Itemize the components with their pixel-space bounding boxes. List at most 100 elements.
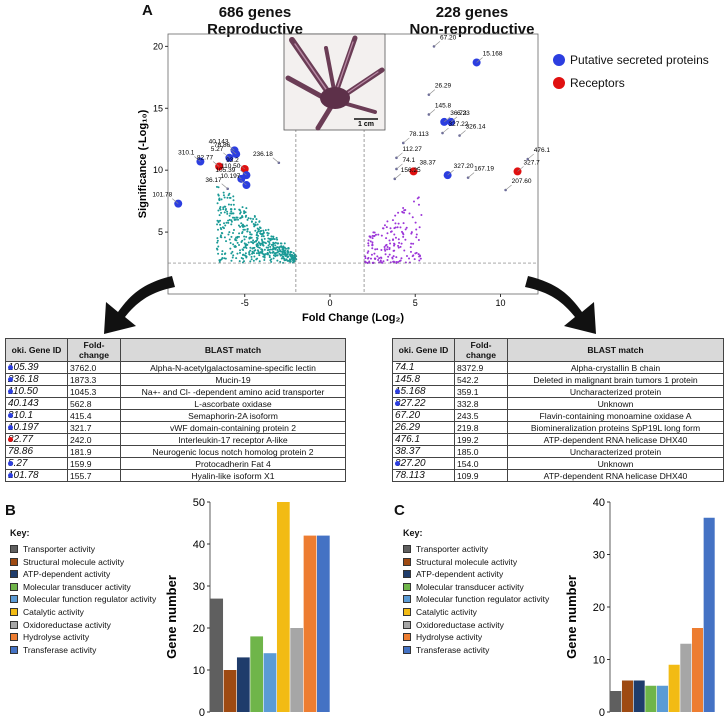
background-point — [262, 235, 265, 238]
background-point — [410, 242, 413, 245]
label-leader — [221, 183, 228, 189]
background-point — [409, 250, 412, 253]
label-leader — [433, 41, 441, 47]
background-point — [270, 243, 273, 246]
background-point — [383, 224, 386, 227]
background-point — [266, 249, 269, 252]
background-point — [242, 224, 245, 227]
background-point — [245, 214, 248, 217]
bar-5 — [276, 502, 290, 712]
background-point — [284, 254, 287, 257]
label-leader — [428, 89, 436, 95]
background-point — [377, 258, 380, 261]
bar-chart-c: 0 10 20 30 40 Gene number — [564, 497, 715, 719]
background-point — [383, 248, 386, 251]
background-point — [230, 220, 233, 223]
bar-0 — [210, 598, 224, 712]
background-point — [366, 262, 369, 265]
key-label: Catalytic activity — [23, 607, 84, 617]
background-point — [234, 245, 237, 248]
key-label: Molecular transducer activity — [23, 581, 131, 592]
category-dot — [8, 461, 13, 466]
key-label: ATP-dependent activity — [416, 569, 504, 580]
background-point — [369, 257, 372, 260]
key-label: Structural molecule activity — [416, 556, 518, 567]
label-leader — [517, 166, 524, 172]
blast-match-cell: Na+- and Cl- -dependent amino acid trans… — [120, 385, 346, 398]
background-point — [219, 234, 222, 237]
background-point — [273, 238, 276, 241]
table-row: 105.39 3762.0 Alpha-N-acetylgalactosamine-… — [5, 361, 346, 374]
label-leader — [467, 172, 475, 178]
table-row: 10.197 321.7 vWF domain-containing protein… — [5, 421, 346, 434]
volcano-plot: -5 0 5 10 5 10 15 20 Fold Change (Log₂) Significa… — [137, 33, 550, 324]
background-point — [225, 221, 228, 224]
background-point — [233, 218, 236, 221]
background-point — [255, 258, 258, 261]
background-point — [223, 236, 226, 239]
background-point — [372, 231, 375, 234]
background-point — [376, 248, 379, 251]
fold-change-cell: 542.2 — [454, 373, 508, 386]
background-point — [255, 236, 258, 239]
x-tick-label: 0 — [327, 298, 332, 308]
key-swatch — [403, 608, 411, 616]
key-label: ATP-dependent activity — [23, 569, 111, 580]
x-tick-label: 10 — [495, 298, 505, 308]
background-point — [247, 217, 250, 220]
background-point — [395, 260, 398, 263]
background-point — [267, 244, 270, 247]
background-point — [227, 221, 230, 224]
background-point — [230, 223, 233, 226]
key-label: Oxidoreductase activity — [23, 619, 111, 630]
background-point — [261, 239, 264, 242]
table-row: 40.143 562.8 L-ascorbate oxidase — [5, 397, 346, 410]
category-dot — [395, 461, 400, 466]
background-point — [228, 231, 231, 234]
scale-bar-label: 1 cm — [358, 121, 374, 128]
background-point — [389, 227, 392, 230]
background-point — [402, 222, 405, 225]
background-point — [280, 257, 283, 260]
point-label: 156.25 — [401, 167, 421, 174]
label-leader — [240, 169, 247, 176]
fold-change-cell: 332.8 — [454, 397, 508, 410]
background-point — [418, 254, 421, 257]
point-label: 207.60 — [512, 178, 532, 185]
background-point — [364, 255, 367, 258]
reproductive-count: 686 genes — [218, 4, 292, 21]
panel-b-letter: B — [5, 502, 16, 519]
background-point — [403, 211, 406, 214]
background-point — [238, 260, 241, 263]
background-point — [394, 214, 397, 217]
y-tick-label: 15 — [153, 103, 163, 113]
background-point — [397, 261, 400, 264]
background-point — [381, 261, 384, 264]
background-point — [386, 246, 389, 249]
background-point — [290, 251, 293, 254]
key-item: ATP-dependent activity — [403, 569, 503, 579]
background-point — [263, 237, 266, 240]
table-row: 78.86 181.9 Neurogenic locus notch homolog… — [5, 445, 346, 458]
bar-1 — [223, 670, 237, 712]
label-leader — [238, 163, 245, 170]
blast-match-cell: vWF domain-containing protein 2 — [120, 421, 346, 434]
background-point — [219, 227, 222, 230]
fold-change-cell: 159.9 — [67, 457, 121, 470]
blast-match-cell: Deleted in malignant brain tumors 1 prot… — [507, 373, 724, 386]
background-point — [397, 222, 400, 225]
blast-match-cell: Mucin-19 — [120, 373, 346, 386]
background-point — [279, 254, 282, 257]
background-point — [264, 229, 267, 232]
table-row: 78.113 109.9 ATP-dependent RNA helicase DH… — [392, 469, 724, 482]
background-point — [229, 242, 232, 245]
background-point — [274, 255, 277, 258]
background-point — [230, 219, 233, 222]
table-row: 5.27 159.9 Protocadherin Fat 4 — [5, 457, 346, 470]
background-point — [249, 246, 252, 249]
background-point — [252, 217, 255, 220]
label-leader — [403, 137, 410, 144]
col-fold-change: Fold-change — [67, 338, 121, 362]
background-point — [242, 253, 245, 256]
y-tick-label: 5 — [158, 227, 163, 237]
